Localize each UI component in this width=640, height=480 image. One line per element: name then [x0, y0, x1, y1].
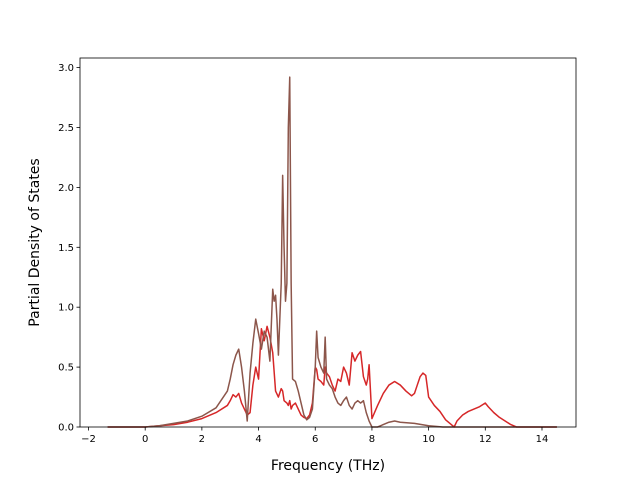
y-tick-label: 3.0 [58, 63, 74, 74]
y-tick-label: 2.0 [58, 183, 74, 194]
plot-lines [107, 76, 557, 428]
y-tick-label: 0.5 [58, 363, 74, 374]
x-tick-label: 8 [369, 434, 375, 445]
x-tick-label: 4 [255, 434, 261, 445]
x-tick-label: 2 [199, 434, 205, 445]
y-axis-label: Partial Density of States [27, 158, 43, 326]
x-tick-label: 0 [142, 434, 148, 445]
axes-frame [79, 57, 577, 428]
y-tick-label: 1.5 [58, 243, 74, 254]
x-axis-label: Frequency (THz) [271, 458, 385, 474]
x-axis-ticks: −2 0 2 4 6 8 10 12 14 [81, 427, 548, 445]
y-axis-ticks: 0.0 0.5 1.0 1.5 2.0 2.5 3.0 [58, 63, 80, 434]
y-tick-label: 2.5 [58, 123, 74, 134]
x-tick-label: 12 [479, 434, 492, 445]
x-tick-label: 6 [312, 434, 318, 445]
series-line-2 [107, 76, 557, 428]
series-line-1 [107, 325, 557, 428]
y-tick-label: 1.0 [58, 303, 74, 314]
x-tick-label: 14 [536, 434, 549, 445]
x-tick-label: −2 [81, 434, 96, 445]
x-tick-label: 10 [422, 434, 435, 445]
y-tick-label: 0.0 [58, 423, 74, 434]
